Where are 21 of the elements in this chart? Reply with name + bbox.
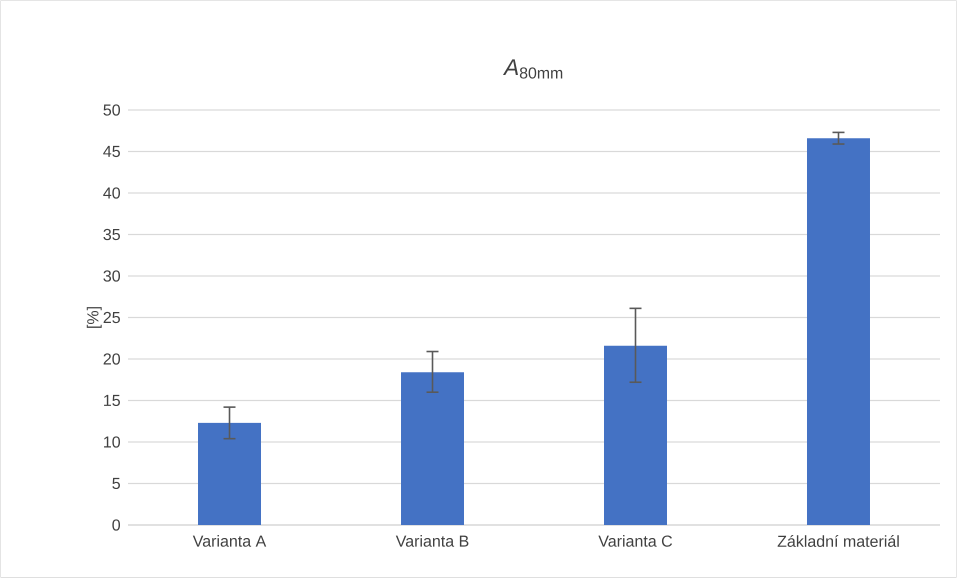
bar [806, 138, 870, 525]
y-tick-label: 40 [103, 187, 120, 199]
y-tick-label: 45 [103, 146, 120, 158]
y-tick-label: 30 [103, 270, 120, 282]
bar [401, 372, 464, 525]
x-tick-label: Varianta C [598, 535, 672, 547]
y-tick-label: 5 [112, 478, 120, 490]
y-tick-label: 20 [104, 353, 120, 365]
bar [198, 422, 262, 525]
x-tick-label: Základní materiál [778, 535, 899, 547]
y-tick-label: 10 [104, 436, 120, 448]
y-tick-label: 0 [112, 519, 120, 531]
chart-title: A$_{80mm}$ [502, 59, 562, 79]
y-tick-label: 15 [104, 394, 120, 406]
bar [604, 346, 667, 525]
x-tick-label: Varianta B [396, 535, 468, 547]
y-tick-label: 25 [104, 312, 120, 324]
y-axis-title: [%] [86, 307, 102, 328]
y-tick-label: 50 [103, 104, 120, 116]
y-tick-label: 35 [103, 228, 120, 240]
x-tick-label: Varianta A [192, 535, 266, 547]
